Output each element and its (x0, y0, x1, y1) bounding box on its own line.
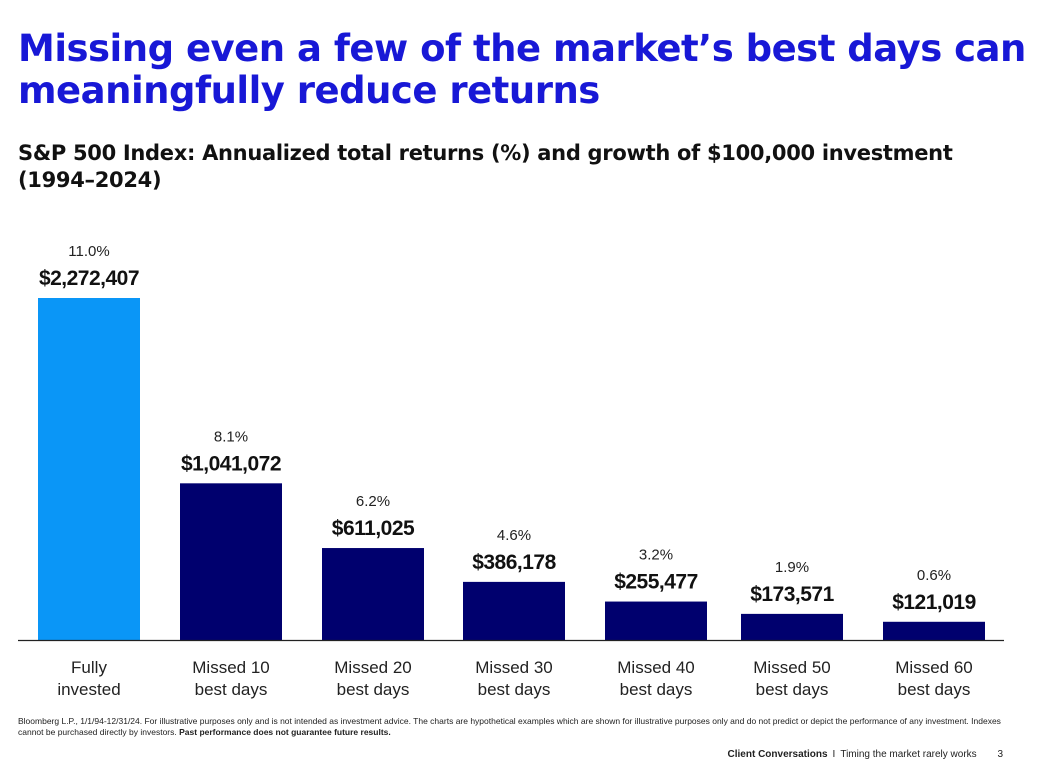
x-tick-label: Missed 60 (895, 658, 972, 677)
bar (741, 613, 843, 640)
footer-separator: I (832, 749, 836, 760)
bar (463, 581, 565, 640)
bar-return-label: 0.6% (917, 567, 951, 584)
page-title: Missing even a few of the market’s best … (18, 27, 1026, 112)
footnote-disclaimer: Past performance does not guarantee futu… (179, 727, 391, 737)
chart-subtitle: S&P 500 Index: Annualized total returns … (18, 141, 953, 192)
bar-chart: $2,272,407 11.0% Fully invested $1,041,072 8.… (18, 243, 1004, 699)
x-tick-label: best days (620, 680, 693, 699)
bar-return-label: 3.2% (639, 547, 673, 564)
bar-value-label: $386,178 (472, 551, 556, 574)
x-tick-label: invested (57, 680, 120, 699)
page-number: 3 (997, 749, 1003, 760)
bar (883, 621, 985, 640)
footnote: Bloomberg L.P., 1/1/94-12/31/24. For ill… (18, 716, 1008, 738)
x-tick-label: best days (898, 680, 971, 699)
bar (322, 548, 424, 640)
bar-value-label: $121,019 (892, 591, 976, 614)
bar-value-label: $2,272,407 (39, 267, 139, 290)
x-tick-label: Missed 20 (334, 658, 411, 677)
x-tick-label: Fully (71, 658, 107, 677)
bar-return-label: 4.6% (497, 527, 531, 544)
bar-value-label: $1,041,072 (181, 452, 281, 475)
footer-brand: Client Conversations (727, 749, 828, 760)
bar (38, 298, 140, 640)
x-tick-label: Missed 40 (617, 658, 694, 677)
bar (605, 601, 707, 640)
bar-value-label: $173,571 (750, 583, 834, 606)
bar-return-label: 1.9% (775, 559, 809, 576)
x-tick-label: best days (337, 680, 410, 699)
bar-return-label: 8.1% (214, 428, 248, 445)
footer-topic: Timing the market rarely works (840, 749, 977, 760)
x-tick-label: Missed 50 (753, 658, 830, 677)
footnote-text: Bloomberg L.P., 1/1/94-12/31/24. For ill… (18, 716, 1001, 737)
x-tick-label: best days (478, 680, 551, 699)
x-tick-label: best days (195, 680, 268, 699)
page-footer: Client Conversations I Timing the market r… (728, 749, 1003, 760)
x-tick-label: Missed 30 (475, 658, 552, 677)
bar (180, 483, 282, 640)
x-tick-label: Missed 10 (192, 658, 269, 677)
bar-return-label: 11.0% (68, 243, 109, 260)
bar-value-label: $611,025 (332, 517, 415, 540)
bar-return-label: 6.2% (356, 493, 390, 510)
x-tick-label: best days (756, 680, 829, 699)
bar-value-label: $255,477 (614, 571, 698, 594)
